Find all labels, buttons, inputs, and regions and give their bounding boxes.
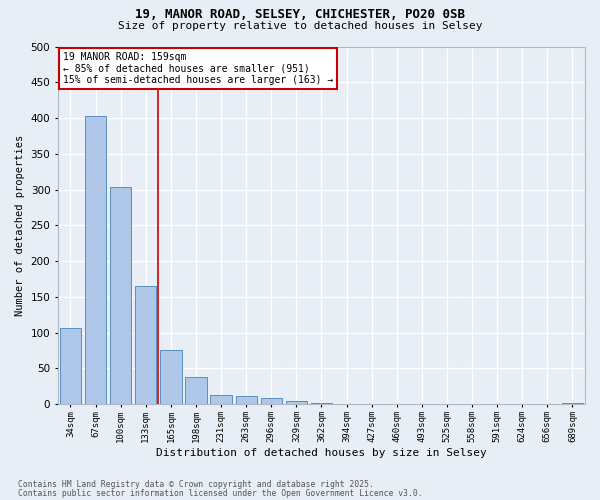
Bar — [185, 377, 206, 404]
Bar — [311, 402, 332, 404]
Bar — [60, 328, 81, 404]
Bar — [211, 395, 232, 404]
Bar — [562, 402, 583, 404]
Text: 19 MANOR ROAD: 159sqm
← 85% of detached houses are smaller (951)
15% of semi-det: 19 MANOR ROAD: 159sqm ← 85% of detached … — [63, 52, 334, 85]
Text: Contains public sector information licensed under the Open Government Licence v3: Contains public sector information licen… — [18, 488, 422, 498]
Bar — [236, 396, 257, 404]
Y-axis label: Number of detached properties: Number of detached properties — [15, 134, 25, 316]
Bar — [260, 398, 282, 404]
X-axis label: Distribution of detached houses by size in Selsey: Distribution of detached houses by size … — [156, 448, 487, 458]
Text: 19, MANOR ROAD, SELSEY, CHICHESTER, PO20 0SB: 19, MANOR ROAD, SELSEY, CHICHESTER, PO20… — [135, 8, 465, 20]
Bar — [135, 286, 157, 404]
Text: Size of property relative to detached houses in Selsey: Size of property relative to detached ho… — [118, 21, 482, 31]
Text: Contains HM Land Registry data © Crown copyright and database right 2025.: Contains HM Land Registry data © Crown c… — [18, 480, 374, 489]
Bar — [110, 188, 131, 404]
Bar — [160, 350, 182, 404]
Bar — [286, 400, 307, 404]
Bar — [85, 116, 106, 404]
